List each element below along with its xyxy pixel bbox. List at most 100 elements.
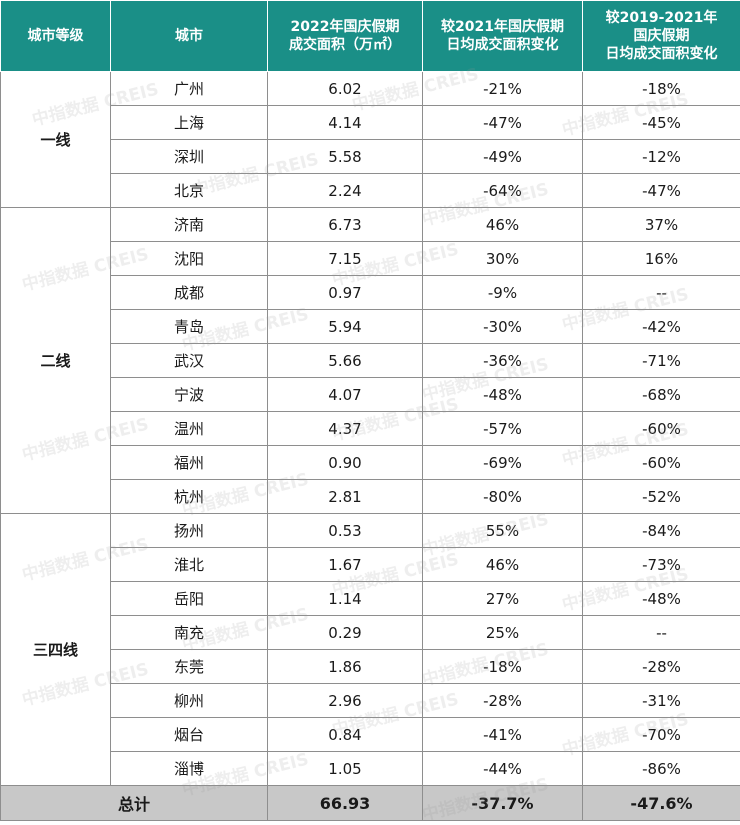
area-cell: 1.14	[268, 582, 423, 616]
city-cell: 淄博	[111, 752, 268, 786]
header-vs-2021-line2: 日均成交面积变化	[427, 36, 578, 54]
vs-2021-cell: 46%	[423, 208, 583, 242]
vs-2021-cell: -48%	[423, 378, 583, 412]
city-cell: 南充	[111, 616, 268, 650]
area-cell: 1.67	[268, 548, 423, 582]
tier-label: 二线	[1, 208, 111, 514]
vs-2019-cell: -52%	[583, 480, 740, 514]
vs-2021-cell: -57%	[423, 412, 583, 446]
vs-2019-cell: --	[583, 276, 740, 310]
header-vs-2021-line1: 较2021年国庆假期	[427, 18, 578, 36]
vs-2019-cell: -18%	[583, 72, 740, 106]
header-vs-2021: 较2021年国庆假期 日均成交面积变化	[423, 1, 583, 72]
vs-2021-cell: 30%	[423, 242, 583, 276]
vs-2021-cell: -9%	[423, 276, 583, 310]
city-cell: 武汉	[111, 344, 268, 378]
city-cell: 东莞	[111, 650, 268, 684]
area-cell: 5.58	[268, 140, 423, 174]
city-cell: 成都	[111, 276, 268, 310]
total-vs-2019: -47.6%	[583, 786, 740, 821]
city-cell: 福州	[111, 446, 268, 480]
vs-2019-cell: -60%	[583, 446, 740, 480]
header-area-2022-line2: 成交面积（万㎡）	[272, 36, 418, 54]
vs-2019-cell: -45%	[583, 106, 740, 140]
vs-2019-cell: -86%	[583, 752, 740, 786]
vs-2021-cell: -80%	[423, 480, 583, 514]
vs-2019-cell: -71%	[583, 344, 740, 378]
vs-2021-cell: -64%	[423, 174, 583, 208]
area-cell: 0.90	[268, 446, 423, 480]
vs-2021-cell: -21%	[423, 72, 583, 106]
vs-2019-cell: -42%	[583, 310, 740, 344]
vs-2019-cell: -84%	[583, 514, 740, 548]
total-row: 总计 66.93 -37.7% -47.6%	[1, 786, 740, 821]
vs-2021-cell: 46%	[423, 548, 583, 582]
area-cell: 6.73	[268, 208, 423, 242]
area-cell: 2.24	[268, 174, 423, 208]
area-cell: 6.02	[268, 72, 423, 106]
area-cell: 1.86	[268, 650, 423, 684]
area-cell: 1.05	[268, 752, 423, 786]
area-cell: 4.14	[268, 106, 423, 140]
vs-2019-cell: -48%	[583, 582, 740, 616]
area-cell: 5.94	[268, 310, 423, 344]
area-cell: 2.96	[268, 684, 423, 718]
city-cell: 扬州	[111, 514, 268, 548]
vs-2019-cell: -12%	[583, 140, 740, 174]
vs-2021-cell: -30%	[423, 310, 583, 344]
vs-2019-cell: -68%	[583, 378, 740, 412]
vs-2019-cell: 37%	[583, 208, 740, 242]
vs-2021-cell: -18%	[423, 650, 583, 684]
area-cell: 4.37	[268, 412, 423, 446]
vs-2021-cell: 55%	[423, 514, 583, 548]
city-cell: 沈阳	[111, 242, 268, 276]
header-vs-2019-2021: 较2019-2021年 国庆假期 日均成交面积变化	[583, 1, 740, 72]
city-cell: 上海	[111, 106, 268, 140]
vs-2019-cell: -70%	[583, 718, 740, 752]
vs-2019-cell: -31%	[583, 684, 740, 718]
vs-2021-cell: 27%	[423, 582, 583, 616]
city-cell: 烟台	[111, 718, 268, 752]
total-area: 66.93	[268, 786, 423, 821]
area-cell: 2.81	[268, 480, 423, 514]
area-cell: 0.29	[268, 616, 423, 650]
vs-2021-cell: -44%	[423, 752, 583, 786]
city-cell: 济南	[111, 208, 268, 242]
area-cell: 7.15	[268, 242, 423, 276]
vs-2019-cell: -73%	[583, 548, 740, 582]
city-cell: 北京	[111, 174, 268, 208]
vs-2019-cell: 16%	[583, 242, 740, 276]
city-cell: 深圳	[111, 140, 268, 174]
table-header: 城市等级 城市 2022年国庆假期 成交面积（万㎡） 较2021年国庆假期 日均…	[1, 1, 740, 72]
header-area-2022: 2022年国庆假期 成交面积（万㎡）	[268, 1, 423, 72]
header-city: 城市	[111, 1, 268, 72]
vs-2019-cell: -28%	[583, 650, 740, 684]
city-cell: 柳州	[111, 684, 268, 718]
vs-2021-cell: -36%	[423, 344, 583, 378]
city-cell: 宁波	[111, 378, 268, 412]
header-area-2022-line1: 2022年国庆假期	[272, 18, 418, 36]
vs-2021-cell: 25%	[423, 616, 583, 650]
city-cell: 淮北	[111, 548, 268, 582]
vs-2021-cell: -69%	[423, 446, 583, 480]
city-cell: 广州	[111, 72, 268, 106]
vs-2021-cell: -47%	[423, 106, 583, 140]
